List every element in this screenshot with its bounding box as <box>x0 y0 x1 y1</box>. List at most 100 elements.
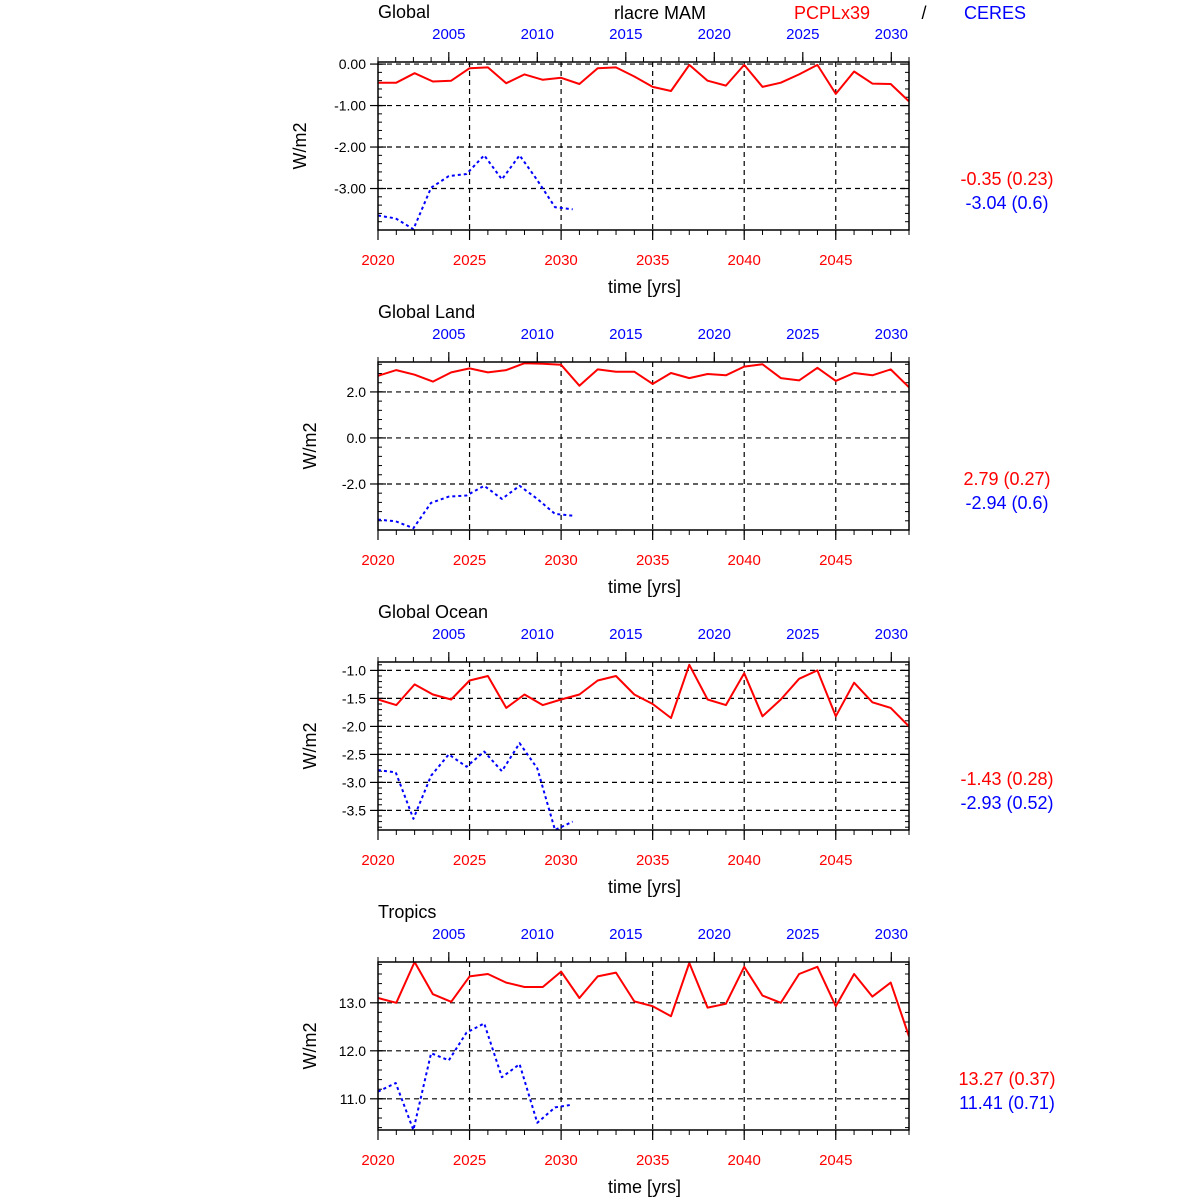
stat-model: -1.43 (0.28) <box>960 769 1053 789</box>
figure-header: rlacre MAM PCPLx39 / CERES <box>614 3 1026 23</box>
panel-title: Global Ocean <box>378 602 488 622</box>
x-bottom-tick-label: 2040 <box>728 252 761 269</box>
x-bottom-tick-label: 2045 <box>819 1152 852 1169</box>
x-bottom-tick-label: 2020 <box>361 852 394 869</box>
x-top-tick-label: 2020 <box>698 626 731 643</box>
x-bottom-tick-label: 2025 <box>453 852 486 869</box>
x-bottom-tick-label: 2030 <box>544 852 577 869</box>
x-bottom-tick-label: 2020 <box>361 1152 394 1169</box>
x-top-tick-label: 2010 <box>521 26 554 43</box>
x-bottom-tick-label: 2035 <box>636 252 669 269</box>
plot-frame <box>377 361 910 531</box>
x-axis-title: time [yrs] <box>608 1177 681 1197</box>
variable-label: rlacre MAM <box>614 3 706 23</box>
y-tick-label: -2.5 <box>342 746 366 762</box>
stat-obs: -2.93 (0.52) <box>960 793 1053 813</box>
x-top-tick-label: 2010 <box>521 626 554 643</box>
y-tick-label: 0.0 <box>347 430 367 446</box>
x-top-tick-label: 2020 <box>698 926 731 943</box>
plot-frame <box>377 961 910 1131</box>
x-bottom-tick-label: 2025 <box>453 552 486 569</box>
x-top-tick-label: 2015 <box>609 926 642 943</box>
x-top-tick-label: 2030 <box>875 626 908 643</box>
y-axis-title: W/m2 <box>300 1023 320 1070</box>
series-line-pcplx39 <box>378 962 909 1037</box>
series-group <box>378 362 909 530</box>
y-tick-label: 2.0 <box>347 384 367 400</box>
x-bottom-tick-label: 2040 <box>728 852 761 869</box>
y-axis-title: W/m2 <box>300 723 320 770</box>
x-bottom-tick-label: 2035 <box>636 852 669 869</box>
x-bottom-tick-label: 2030 <box>544 552 577 569</box>
legend-separator: / <box>921 3 926 23</box>
x-top-tick-label: 2015 <box>609 26 642 43</box>
y-tick-label: -1.00 <box>334 98 366 114</box>
panel-global-ocean: Global Ocean -1.0 -1.5 -2.0 -2.5 -3.0 -3.5 2020… <box>300 602 1054 897</box>
stat-obs: -2.94 (0.6) <box>965 493 1048 513</box>
panel-global: Global 0.00 -1.00 -2.00 -3.00 2020 2025 2030 203… <box>290 2 1054 297</box>
stat-model: -0.35 (0.23) <box>960 169 1053 189</box>
series-group <box>378 63 909 230</box>
x-top-tick-label: 2005 <box>432 626 465 643</box>
stat-obs: -3.04 (0.6) <box>965 193 1048 213</box>
x-bottom-tick-label: 2025 <box>453 252 486 269</box>
x-top-tick-label: 2025 <box>786 926 819 943</box>
y-tick-label: -2.0 <box>342 476 366 492</box>
y-tick-label: -2.0 <box>342 718 366 734</box>
x-bottom-tick-label: 2030 <box>544 1152 577 1169</box>
x-top-tick-label: 2025 <box>786 26 819 43</box>
y-axis-title: W/m2 <box>300 423 320 470</box>
x-axis-title: time [yrs] <box>608 877 681 897</box>
x-axis-title: time [yrs] <box>608 277 681 297</box>
y-tick-label: 13.0 <box>339 995 366 1011</box>
stat-obs: 11.41 (0.71) <box>959 1093 1055 1113</box>
x-bottom-tick-label: 2035 <box>636 552 669 569</box>
series-group <box>378 663 909 830</box>
y-tick-label: 11.0 <box>340 1091 366 1107</box>
series-line-ceres <box>378 1022 573 1130</box>
series-line-ceres <box>378 742 574 830</box>
panel-title: Global Land <box>378 302 475 322</box>
panel-global-land: Global Land 2.0 0.0 -2.0 2020 2025 2030 2035 204… <box>300 302 1051 597</box>
series-line-pcplx39 <box>378 63 909 103</box>
series-group <box>378 962 909 1130</box>
y-tick-label: -3.5 <box>342 802 366 818</box>
series-line-ceres <box>378 484 573 530</box>
x-top-tick-label: 2005 <box>432 26 465 43</box>
x-top-tick-label: 2030 <box>875 26 908 43</box>
series-line-pcplx39 <box>378 362 909 389</box>
y-tick-label: 12.0 <box>339 1043 366 1059</box>
x-top-tick-label: 2025 <box>786 626 819 643</box>
x-bottom-tick-label: 2025 <box>453 1152 486 1169</box>
x-bottom-tick-label: 2020 <box>361 252 394 269</box>
x-top-tick-label: 2010 <box>521 326 554 343</box>
panel-title: Global <box>378 2 430 22</box>
x-top-tick-label: 2020 <box>698 326 731 343</box>
panel-title: Tropics <box>378 902 436 922</box>
x-bottom-tick-label: 2035 <box>636 1152 669 1169</box>
panel-tropics: Tropics 13.0 12.0 11.0 2020 2025 2030 2035 2040 2… <box>300 902 1056 1197</box>
y-tick-label: -3.00 <box>334 181 366 197</box>
x-top-tick-label: 2030 <box>875 326 908 343</box>
y-tick-label: -1.0 <box>342 662 366 678</box>
series-line-pcplx39 <box>378 663 909 728</box>
x-top-tick-label: 2005 <box>432 326 465 343</box>
x-top-tick-label: 2005 <box>432 926 465 943</box>
y-tick-label: -3.0 <box>342 774 366 790</box>
y-tick-label: -1.5 <box>342 690 366 706</box>
plot-frame <box>377 661 910 831</box>
x-bottom-tick-label: 2045 <box>819 252 852 269</box>
y-axis-title: W/m2 <box>290 123 310 170</box>
plot-frame <box>377 61 910 231</box>
x-axis-title: time [yrs] <box>608 577 681 597</box>
stat-model: 13.27 (0.37) <box>958 1069 1055 1089</box>
x-bottom-tick-label: 2040 <box>728 552 761 569</box>
series-line-ceres <box>378 154 573 230</box>
x-bottom-tick-label: 2045 <box>819 852 852 869</box>
x-bottom-tick-label: 2030 <box>544 252 577 269</box>
x-top-tick-label: 2010 <box>521 926 554 943</box>
y-tick-label: -2.00 <box>334 139 366 155</box>
x-top-tick-label: 2030 <box>875 926 908 943</box>
x-top-tick-label: 2015 <box>609 626 642 643</box>
